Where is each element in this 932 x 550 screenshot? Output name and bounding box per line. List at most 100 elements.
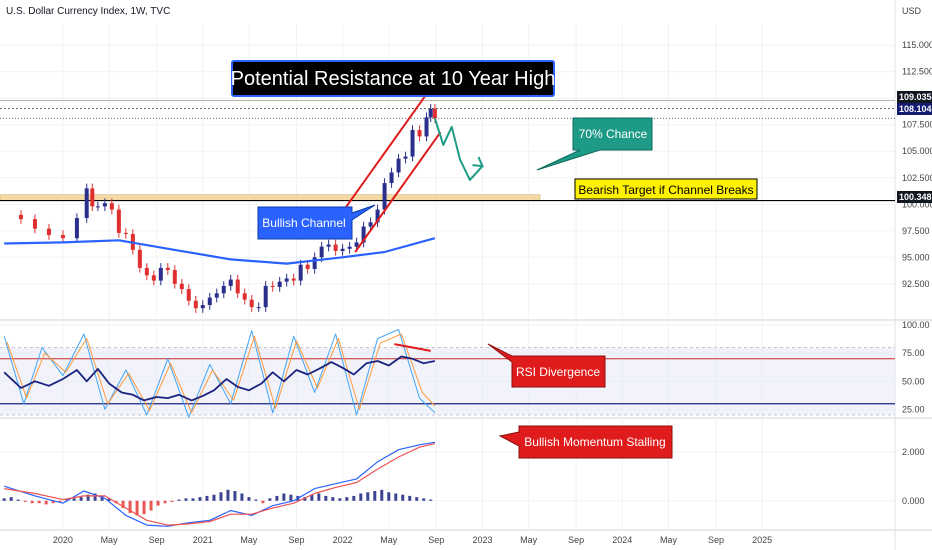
price-candle [74, 218, 79, 239]
histogram-bar [401, 494, 405, 501]
target-zone [0, 194, 541, 201]
price-candle [151, 275, 156, 281]
callout-chance[interactable]: 70% Chance [536, 117, 653, 171]
badge-last: 108.104 [897, 103, 932, 115]
histogram-bar [317, 493, 321, 501]
y-tick-label: 107.500 [902, 120, 932, 130]
histogram-bar [51, 500, 55, 504]
callout-target[interactable]: Bearish Target if Channel Breaks [574, 178, 758, 200]
price-candle [249, 299, 254, 308]
price-candle [193, 300, 198, 309]
histogram-bar [268, 498, 272, 501]
badge-last-text: 108.104 [899, 104, 932, 114]
price-candle [144, 267, 149, 276]
histogram-bar [107, 498, 111, 501]
y-tick-label: 102.500 [902, 173, 932, 183]
y-tick-label: 2.000 [902, 447, 925, 457]
histogram-bar [247, 497, 251, 501]
price-candle [319, 246, 324, 258]
histogram-bar [23, 500, 27, 502]
histogram-bar [261, 500, 265, 504]
price-candle [354, 242, 359, 247]
histogram-bar [303, 497, 307, 501]
histogram-bar [135, 500, 139, 516]
price-candle [333, 244, 338, 251]
x-tick-label: Sep [428, 535, 444, 545]
x-tick-label: Sep [149, 535, 165, 545]
histogram-bar [324, 495, 328, 501]
price-candle [123, 232, 128, 234]
annotation-overlays [330, 95, 485, 352]
price-candle [46, 228, 51, 236]
y-tick-label: 50.00 [902, 376, 925, 386]
signal-line [4, 443, 436, 526]
histogram-bar [205, 495, 209, 501]
x-tick-label: Sep [708, 535, 724, 545]
price-candle [256, 307, 261, 309]
histogram-bar [198, 497, 202, 501]
price-candle [270, 285, 275, 287]
x-tick-label: 2025 [752, 535, 772, 545]
histogram-bar [79, 497, 83, 501]
price-candle [347, 246, 352, 249]
callout-momentum[interactable]: Bullish Momentum Stalling [498, 425, 673, 459]
moving-average-line [4, 237, 436, 265]
y-axis: 115.000112.500110.000107.500105.000102.5… [902, 40, 932, 506]
callout-rsi[interactable]: RSI Divergence [487, 343, 606, 388]
histogram-bar [394, 493, 398, 501]
histogram-bar [163, 500, 167, 504]
price-candle [312, 257, 317, 269]
histogram-bar [16, 499, 20, 501]
callout-chance-text: 70% Chance [579, 127, 648, 141]
macd-line [4, 441, 435, 527]
projection-line [433, 118, 484, 181]
histogram-bar [170, 500, 174, 502]
price-candle [326, 244, 331, 247]
series-layer [2, 104, 437, 527]
callout-resistance[interactable]: Potential Resistance at 10 Year High [231, 60, 556, 97]
price-candle [368, 222, 373, 227]
price-candle [428, 108, 433, 118]
price-candle [60, 235, 65, 239]
y-tick-label: 100.000 [902, 199, 932, 209]
histogram-bar [142, 500, 146, 515]
price-candle [361, 226, 366, 243]
price-candle [200, 305, 205, 309]
price-candle [137, 249, 142, 268]
price-candle [375, 209, 380, 223]
histogram-bar [345, 497, 349, 501]
histogram-bar [254, 499, 258, 501]
price-candle [116, 209, 121, 233]
histogram-bar [9, 497, 13, 501]
histogram-bar [408, 495, 412, 501]
histogram-bar [373, 491, 377, 501]
rsi-line [3, 355, 436, 402]
channel-upper-line [330, 95, 426, 229]
x-tick-label: 2020 [53, 535, 73, 545]
callout-resistance-text: Potential Resistance at 10 Year High [231, 68, 556, 90]
price-candle [172, 270, 177, 284]
y-tick-label: 112.500 [902, 67, 932, 77]
price-candle [403, 156, 408, 159]
rsi-divergence-line [394, 343, 431, 352]
x-tick-label: May [660, 535, 678, 545]
histogram-bar [226, 489, 230, 501]
price-candle [18, 214, 23, 220]
histogram-bar [177, 499, 181, 501]
callout-channel[interactable]: Bullish Channel [257, 204, 376, 240]
x-tick-label: Sep [568, 535, 584, 545]
price-candle [263, 285, 268, 308]
level-lines [0, 100, 895, 416]
y-tick-label: 0.000 [902, 496, 925, 506]
price-candle [284, 278, 289, 282]
y-tick-label: 92.500 [902, 279, 930, 289]
x-tick-label: 2024 [612, 535, 632, 545]
histogram-bar [100, 495, 104, 501]
price-candle [214, 293, 219, 298]
histogram-bar [380, 489, 384, 501]
histogram-bar [240, 493, 244, 501]
x-tick-label: 2023 [472, 535, 492, 545]
histogram-bar [366, 492, 370, 501]
price-candle [389, 172, 394, 184]
